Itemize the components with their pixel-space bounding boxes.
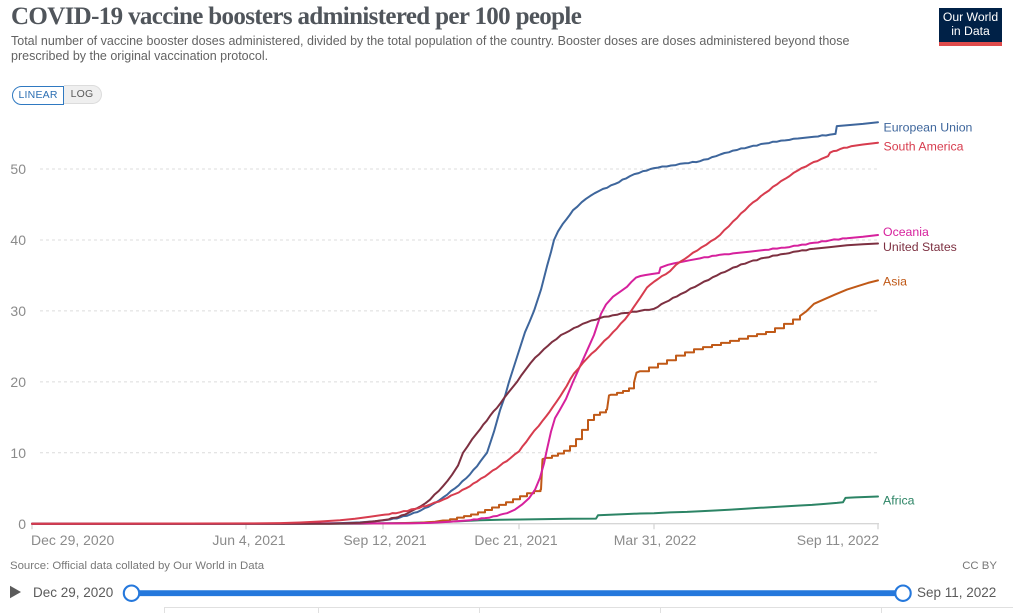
svg-text:Mar 31, 2022: Mar 31, 2022 xyxy=(614,532,697,548)
svg-text:South America: South America xyxy=(884,140,964,154)
svg-text:Dec 21, 2021: Dec 21, 2021 xyxy=(474,532,557,548)
svg-text:50: 50 xyxy=(10,161,26,177)
svg-text:Oceania: Oceania xyxy=(883,225,929,239)
svg-text:10: 10 xyxy=(10,445,26,461)
svg-text:Africa: Africa xyxy=(883,494,915,508)
svg-text:0: 0 xyxy=(18,516,26,532)
svg-text:20: 20 xyxy=(10,374,26,390)
svg-text:Asia: Asia xyxy=(883,275,907,289)
svg-text:European Union: European Union xyxy=(884,121,973,135)
svg-text:Jun 4, 2021: Jun 4, 2021 xyxy=(212,532,285,548)
svg-text:Dec 29, 2020: Dec 29, 2020 xyxy=(31,532,114,548)
svg-text:30: 30 xyxy=(10,303,26,319)
svg-text:Sep 12, 2021: Sep 12, 2021 xyxy=(343,532,427,548)
svg-text:40: 40 xyxy=(10,232,26,248)
svg-text:United States: United States xyxy=(883,240,957,254)
svg-text:Sep 11, 2022: Sep 11, 2022 xyxy=(797,532,879,548)
